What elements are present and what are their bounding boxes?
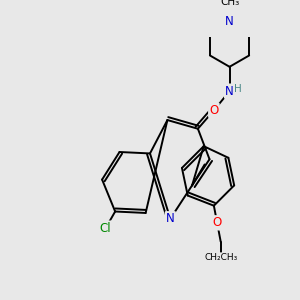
Text: H: H [234,84,242,94]
Text: CH₃: CH₃ [220,0,239,7]
Text: CH₂CH₃: CH₂CH₃ [204,253,237,262]
Text: N: N [225,15,234,28]
Text: N: N [166,212,175,225]
Text: Cl: Cl [100,222,112,235]
Text: N: N [225,85,234,98]
Text: O: O [212,216,222,229]
Text: O: O [209,104,218,117]
